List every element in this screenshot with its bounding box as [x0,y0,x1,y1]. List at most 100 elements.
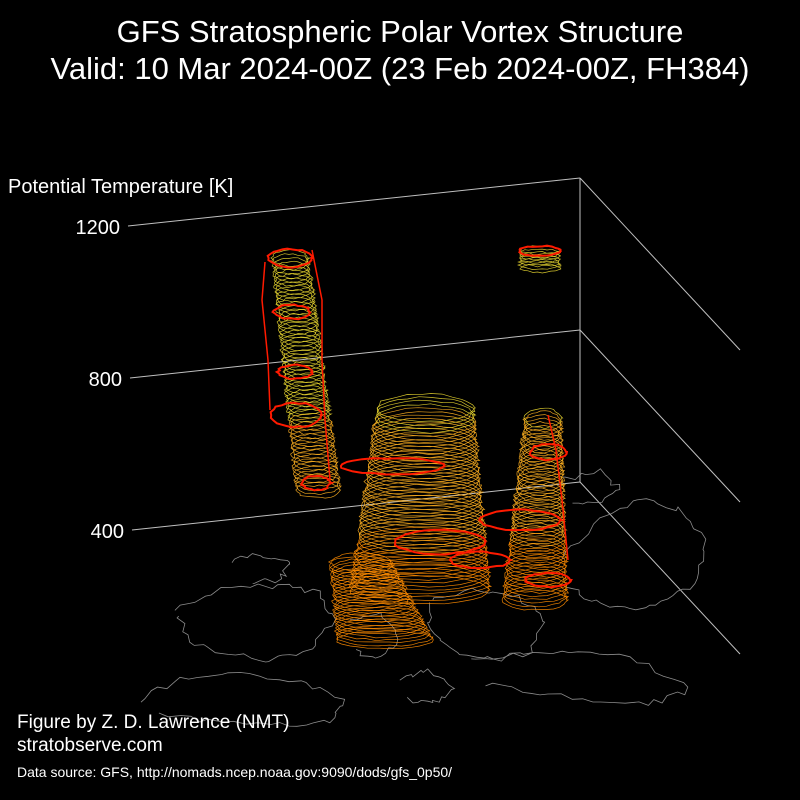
z-gridline-400 [131,481,581,531]
central-body-contour [363,467,480,497]
central-body-contour [351,555,490,584]
left-lobe-contour [279,328,321,347]
left-lobe-contour [279,340,323,359]
right-lobe-contour [515,477,565,499]
vortex-isosurface [261,244,573,650]
left-lobe-contour [292,465,340,483]
right-lobe-contour [510,515,566,537]
left-lobe-contour [295,482,342,499]
central-body-contour [359,523,487,552]
left-lobe-contour [277,321,320,339]
red-outline-contour [477,508,564,532]
coastline-segment [471,650,689,706]
red-outline-contour [266,247,314,269]
left-lobe-contour [282,361,326,379]
lower-tongue-contour [332,585,410,605]
red-outline-contour [518,244,562,257]
coastline-segment [562,468,621,505]
central-body-contour [359,508,487,539]
red-edge-line [311,249,331,481]
right-lobe-contour [513,483,566,506]
left-lobe-contour [284,389,329,408]
right-lobe-contour [504,557,568,580]
lower-tongue-contour [327,552,392,572]
left-lobe-contour [275,288,316,307]
axes-group: 400 800 1200 [76,177,741,655]
left-lobe-contour [281,353,325,371]
red-outline-contour [448,550,514,570]
right-lobe-contour [505,561,567,583]
central-body-contour [370,421,478,451]
red-outline-contour [339,457,446,476]
red-outline-contour [269,401,323,429]
central-body-contour [353,536,489,566]
right-lobe-contour [516,470,565,492]
website-text: stratobserve.com [17,735,163,756]
z-tick-label: 800 [89,369,122,391]
red-outline-contour [528,443,569,462]
right-lobe-contour [523,414,562,436]
right-lobe-contour [508,537,567,559]
left-lobe-contour [274,284,317,303]
right-lobe-contour [502,586,570,608]
z-gridline-1200 [127,177,581,227]
left-lobe-contour [271,257,311,275]
central-body-contour [366,470,482,501]
left-lobe-contour [270,248,311,267]
red-outline-contour [274,363,314,380]
lower-tongue-contour [329,558,396,578]
right-lobe-contour [509,526,567,549]
central-body-contour [365,473,483,503]
right-lobe-contour [518,452,565,475]
left-lobe-contour [273,277,314,295]
left-lobe-contour [290,433,336,451]
right-lobe-contour [517,466,564,489]
left-lobe-contour [284,385,328,404]
coastline-map [140,468,707,727]
left-lobe-contour [272,265,311,283]
data-source-text: Data source: GFS, http://nomads.ncep.noa… [17,764,453,780]
lower-tongue-contour [331,561,398,581]
central-body-contour [350,575,491,605]
right-lobe-contour [505,550,570,573]
right-lobe-contour [501,589,570,611]
red-edge-line [547,414,569,561]
right-lobe-contour [523,417,565,439]
central-body-contour [374,403,475,434]
figure-credit: Figure by Z. D. Lawrence (NMT) [17,712,290,733]
left-lobe-contour [286,401,333,419]
back-gridline-800 [579,329,741,503]
coastline-segment [231,553,291,584]
lower-tongue-contour [333,582,408,602]
right-lobe-contour [517,460,566,482]
chart-title-line-1: GFS Stratospheric Polar Vortex Structure [116,14,684,49]
right-lobe-contour [512,498,566,520]
z-tick-label: 400 [91,521,124,543]
left-lobe-contour [292,461,339,478]
red-edge-line [261,261,271,411]
lower-tongue-contour [336,628,434,647]
lower-tongue-contour [334,609,424,629]
z-tick-label: 1200 [76,217,121,239]
coastline-segment [399,668,456,704]
left-lobe-contour [277,317,320,335]
right-lobe-contour [509,519,568,541]
coastline-segment [561,498,707,611]
central-body-contour [371,432,481,461]
right-lobe-contour [517,474,566,496]
left-lobe-contour [271,253,310,271]
z-axis-label: Potential Temperature [K] [8,176,233,198]
right-high-patch-contour [519,263,562,274]
left-lobe-contour [280,333,323,352]
lower-tongue-contour [334,618,428,639]
central-body-contour [366,463,481,493]
red-outline-contour [271,303,312,321]
left-lobe-contour [276,293,316,311]
right-lobe-contour [519,432,564,454]
back-gridline-400 [579,481,741,655]
central-body-contour [376,396,476,427]
red-outline-contour [299,474,335,492]
right-lobe-contour [509,539,565,561]
left-lobe-contour [276,313,319,331]
